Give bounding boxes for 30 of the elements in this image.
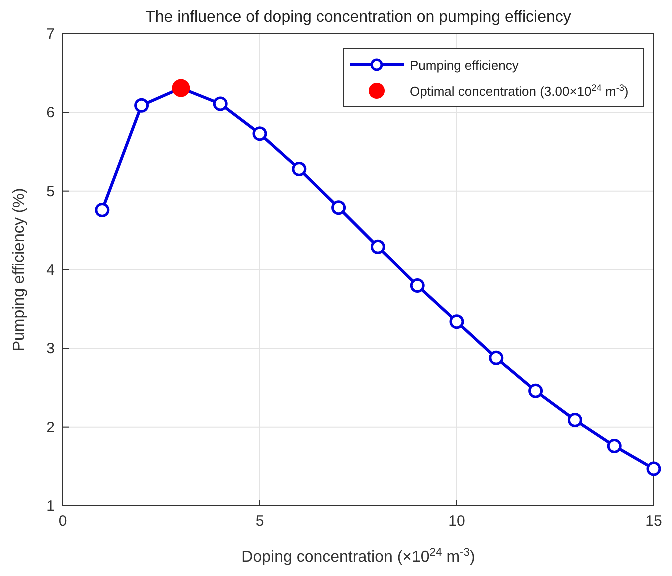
point bbox=[252, 126, 268, 142]
x-axis-title: Doping concentration (×10$^{24}$ m$^{-3}$) bbox=[242, 547, 476, 566]
y-tick-label: 2 bbox=[46, 419, 55, 436]
point bbox=[213, 96, 228, 112]
x-tick-label: 0 bbox=[58, 513, 68, 530]
point bbox=[646, 462, 662, 476]
point bbox=[410, 278, 425, 293]
y-tick-label: 3 bbox=[46, 340, 55, 358]
chart-title: The influence of doping concentration on pumping efficiency bbox=[146, 9, 572, 26]
legend-label: Pumping efficiency bbox=[410, 58, 520, 73]
point bbox=[489, 350, 504, 366]
point bbox=[568, 413, 582, 428]
point bbox=[292, 162, 307, 177]
y-tick-label: 7 bbox=[46, 26, 55, 43]
x-tick-label: 5 bbox=[256, 513, 264, 530]
point bbox=[450, 314, 464, 330]
point bbox=[332, 200, 346, 216]
point bbox=[607, 438, 622, 454]
x-tick-label: 15 bbox=[646, 513, 662, 530]
x-tick-label: 10 bbox=[448, 513, 466, 530]
y-tick-label: 1 bbox=[46, 498, 55, 515]
y-axis-title: Pumping efficiency (%) bbox=[11, 188, 28, 352]
y-tick-label: 4 bbox=[46, 262, 55, 279]
point bbox=[134, 98, 150, 113]
point bbox=[528, 384, 544, 398]
y-tick-label: 5 bbox=[46, 183, 55, 200]
y-tick-label: 6 bbox=[46, 104, 55, 122]
point bbox=[370, 240, 386, 254]
legend-label: Optimal concentration (3.00×10$^{24}$ m$^{-3}$) bbox=[410, 83, 629, 99]
point bbox=[95, 202, 110, 218]
